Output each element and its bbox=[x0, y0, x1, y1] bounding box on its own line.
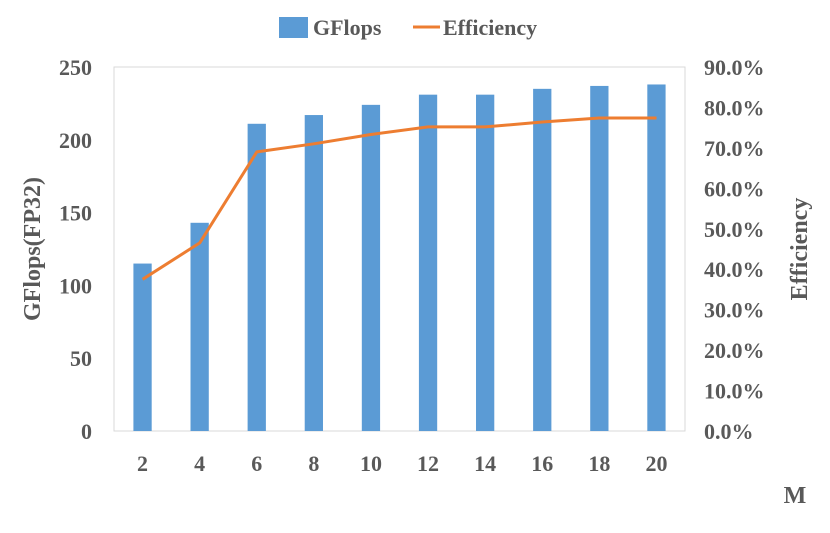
y2-tick-label: 20.0% bbox=[704, 338, 765, 363]
y-axis-title: GFlops(FP32) bbox=[20, 177, 46, 321]
y2-tick-label: 50.0% bbox=[704, 217, 765, 242]
legend-label-gflops: GFlops bbox=[313, 15, 382, 40]
y2-tick-label: 70.0% bbox=[704, 136, 765, 161]
bar-14 bbox=[476, 95, 494, 431]
x-tick-label: 10 bbox=[360, 451, 382, 476]
y-axis-right-ticks: 0.0% 10.0% 20.0% 30.0% 40.0% 50.0% 60.0% 70.0% 8… bbox=[704, 55, 765, 444]
legend: GFlops Efficiency bbox=[279, 15, 537, 40]
legend-label-efficiency: Efficiency bbox=[443, 15, 537, 40]
legend-swatch-gflops bbox=[279, 17, 308, 38]
y2-tick-label: 90.0% bbox=[704, 55, 765, 80]
y-tick-label: 50 bbox=[70, 346, 92, 371]
y-tick-label: 100 bbox=[59, 273, 92, 298]
efficiency-line bbox=[143, 118, 657, 279]
y2-tick-label: 40.0% bbox=[704, 257, 765, 282]
y-axis-left-ticks: 0 50 100 150 200 250 bbox=[59, 55, 92, 444]
y2-axis-title: Efficiency bbox=[787, 198, 813, 301]
x-axis-title: M bbox=[784, 483, 807, 509]
x-tick-label: 12 bbox=[417, 451, 439, 476]
y2-tick-label: 0.0% bbox=[704, 419, 754, 444]
bar-16 bbox=[533, 89, 551, 431]
x-tick-label: 18 bbox=[588, 451, 610, 476]
bar-2 bbox=[133, 264, 151, 431]
bar-series-gflops bbox=[133, 84, 665, 431]
x-tick-label: 4 bbox=[194, 451, 205, 476]
bar-20 bbox=[647, 84, 665, 431]
x-tick-label: 14 bbox=[474, 451, 496, 476]
y2-tick-label: 30.0% bbox=[704, 298, 765, 323]
x-tick-label: 2 bbox=[137, 451, 148, 476]
x-tick-label: 16 bbox=[531, 451, 553, 476]
bar-12 bbox=[419, 95, 437, 431]
y2-tick-label: 10.0% bbox=[704, 379, 765, 404]
y2-tick-label: 80.0% bbox=[704, 95, 765, 120]
y2-tick-label: 60.0% bbox=[704, 176, 765, 201]
y-tick-label: 0 bbox=[81, 419, 92, 444]
y-tick-label: 150 bbox=[59, 201, 92, 226]
x-tick-label: 8 bbox=[308, 451, 319, 476]
bar-4 bbox=[191, 223, 209, 431]
x-axis-ticks: 2 4 6 8 10 12 14 16 18 20 bbox=[137, 451, 667, 476]
x-tick-label: 20 bbox=[645, 451, 667, 476]
bar-10 bbox=[362, 105, 380, 431]
bar-8 bbox=[305, 115, 323, 431]
y-tick-label: 250 bbox=[59, 55, 92, 80]
bar-6 bbox=[248, 124, 266, 431]
y-tick-label: 200 bbox=[59, 128, 92, 153]
x-tick-label: 6 bbox=[251, 451, 262, 476]
line-series-efficiency bbox=[142, 118, 656, 280]
bar-18 bbox=[590, 86, 608, 431]
